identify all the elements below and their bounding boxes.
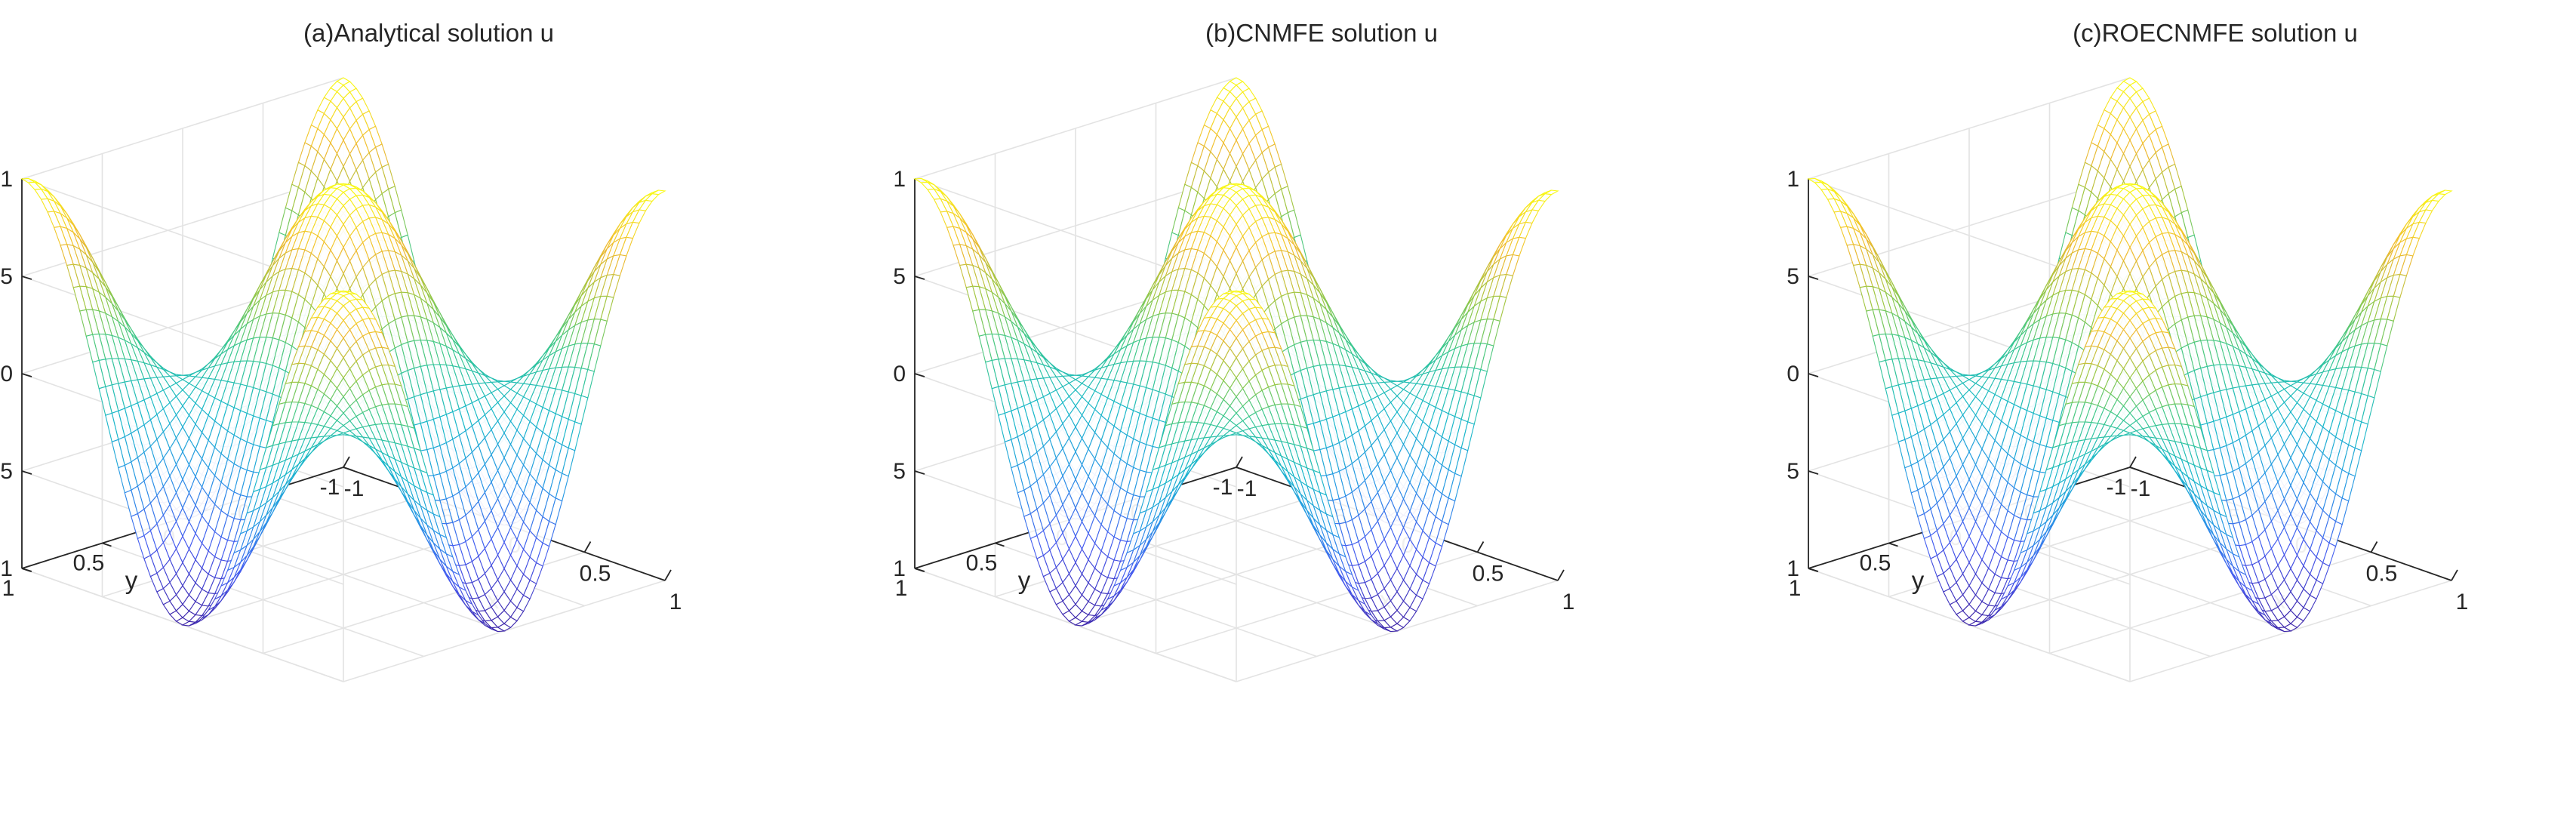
x-tick-label: -1 xyxy=(1237,476,1257,501)
chart-svg: (a)Analytical solution u-1-0.500.51-1-0.… xyxy=(0,19,682,682)
y-tick-mark xyxy=(21,568,32,572)
x-tick-mark xyxy=(343,456,350,468)
y-tick-mark xyxy=(343,467,353,471)
x-tick-mark xyxy=(1236,456,1243,468)
surface-cell xyxy=(337,290,350,293)
x-tick-mark xyxy=(1557,569,1565,581)
z-tick-mark xyxy=(914,276,925,280)
chart-svg: (b)CNMFE solution u-1-0.500.51-1-0.500.5… xyxy=(893,19,1575,682)
x-tick-mark xyxy=(1476,541,1485,553)
x-tick-label: 1 xyxy=(1562,590,1575,614)
y-axis-label: y xyxy=(1018,566,1031,594)
z-tick-label: 0 xyxy=(893,362,906,386)
x-tick-label: 0.5 xyxy=(580,562,611,587)
y-tick-mark xyxy=(914,568,925,572)
surface-mesh xyxy=(20,77,666,633)
grid-line xyxy=(21,77,344,180)
x-tick-label: 1 xyxy=(669,590,682,614)
grid-line xyxy=(914,77,1237,180)
z-tick-label: 1 xyxy=(0,167,13,192)
z-tick-mark xyxy=(21,276,32,280)
z-tick-label: 0.5 xyxy=(893,264,906,289)
z-tick-label: -1 xyxy=(0,556,13,581)
y-tick-label: 0.5 xyxy=(966,551,998,576)
chart-title: (a)Analytical solution u xyxy=(303,19,554,47)
z-tick-label: -1 xyxy=(893,556,906,581)
z-tick-label: 1 xyxy=(893,167,906,192)
z-tick-mark xyxy=(21,470,32,475)
x-tick-label: 0.5 xyxy=(1473,562,1504,587)
z-tick-mark xyxy=(914,373,925,377)
panel-b: (b)CNMFE solution u-1-0.500.51-1-0.500.5… xyxy=(893,0,1751,813)
z-tick-mark xyxy=(914,470,925,475)
z-tick-label: -0.5 xyxy=(0,459,13,484)
x-tick-mark xyxy=(583,541,592,553)
y-tick-label: 1 xyxy=(895,576,908,601)
y-tick-label: 1 xyxy=(2,576,15,601)
chart-title: (b)CNMFE solution u xyxy=(1205,19,1438,47)
y-tick-mark xyxy=(1236,467,1246,471)
y-axis-label: y xyxy=(125,566,138,594)
y-tick-label: -1 xyxy=(320,475,340,500)
x-tick-label: -1 xyxy=(344,476,365,501)
y-tick-mark xyxy=(102,542,112,547)
surface-mesh xyxy=(913,77,1559,633)
x-tick-mark xyxy=(664,569,672,581)
y-tick-mark xyxy=(995,542,1005,547)
z-tick-label: 0 xyxy=(0,362,13,386)
z-tick-label: -0.5 xyxy=(893,459,906,484)
z-tick-mark xyxy=(21,373,32,377)
y-tick-label: 0.5 xyxy=(73,551,105,576)
y-tick-label: -1 xyxy=(1213,475,1233,500)
panel-a: (a)Analytical solution u-1-0.500.51-1-0.… xyxy=(0,0,858,813)
z-tick-label: 0.5 xyxy=(0,264,13,289)
